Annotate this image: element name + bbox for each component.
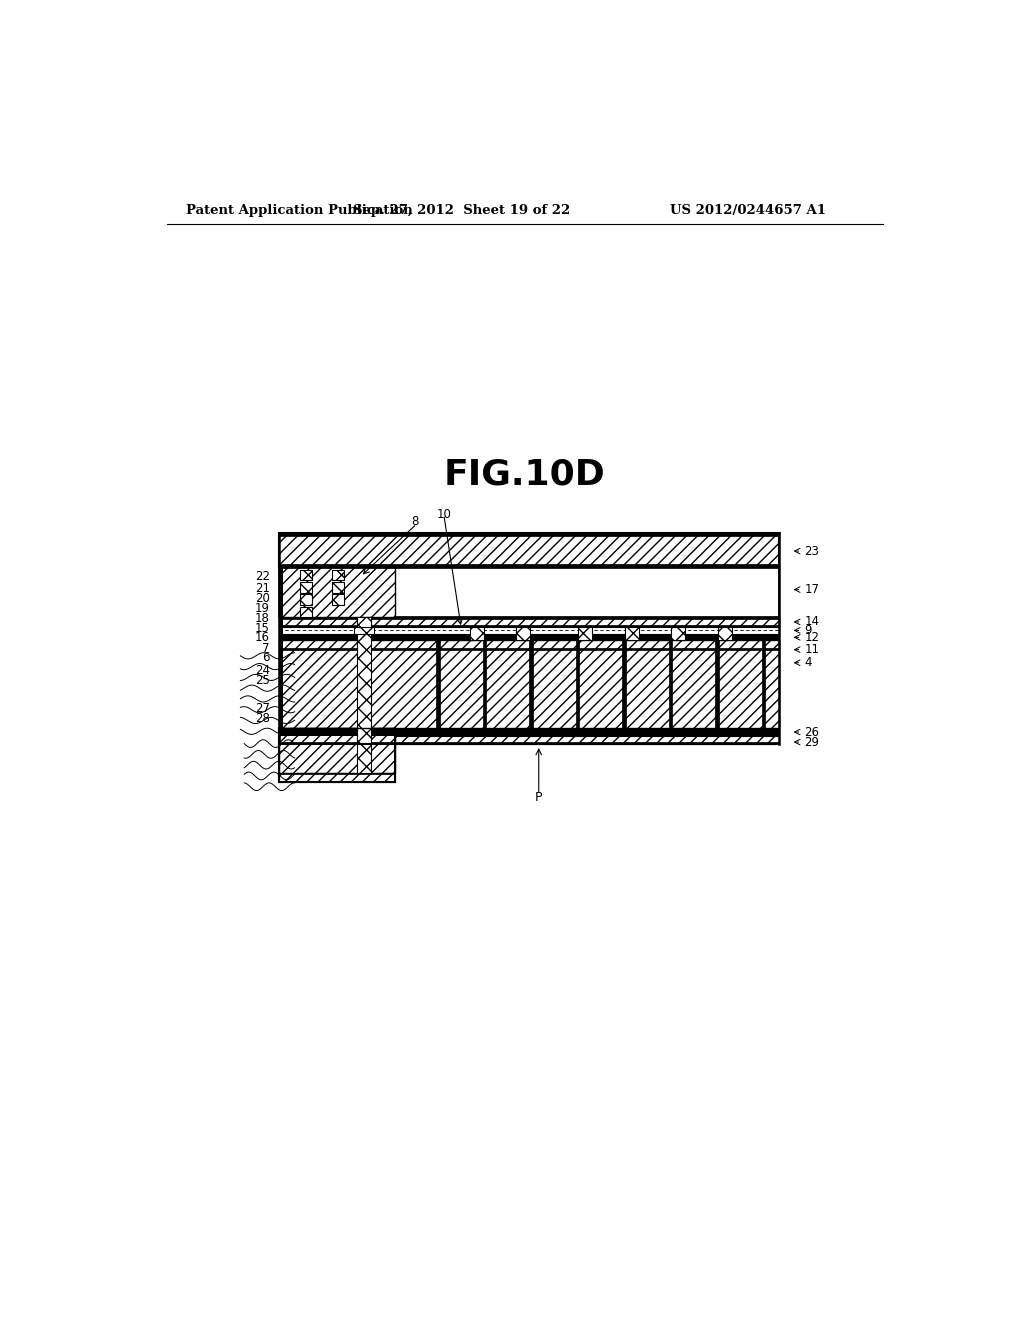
Text: 10: 10	[437, 508, 452, 520]
Bar	[332, 582, 344, 593]
Bar	[280, 729, 779, 737]
Bar	[280, 566, 779, 618]
Text: 18: 18	[255, 612, 270, 626]
Text: 8: 8	[411, 515, 419, 528]
Bar	[300, 594, 312, 605]
Bar	[718, 627, 732, 640]
Bar	[280, 564, 779, 566]
Bar	[300, 570, 312, 581]
Text: 23: 23	[805, 545, 819, 557]
Text: 24: 24	[255, 664, 270, 677]
Text: 19: 19	[255, 602, 270, 615]
Text: Patent Application Publication: Patent Application Publication	[186, 205, 413, 218]
Bar	[280, 648, 779, 649]
Text: 6: 6	[262, 651, 270, 664]
Bar	[623, 640, 626, 729]
Bar	[300, 607, 312, 618]
Text: Sep. 27, 2012  Sheet 19 of 22: Sep. 27, 2012 Sheet 19 of 22	[352, 205, 570, 218]
Bar	[672, 627, 685, 640]
Bar	[280, 780, 395, 781]
Text: 22: 22	[255, 570, 270, 583]
Bar	[280, 635, 779, 640]
Text: 17: 17	[805, 583, 819, 597]
Bar	[332, 594, 344, 605]
Bar	[280, 729, 395, 774]
Bar	[280, 640, 779, 729]
Bar	[669, 640, 672, 729]
Bar	[280, 627, 779, 635]
Text: 20: 20	[255, 593, 270, 606]
Bar	[716, 640, 719, 729]
Text: 21: 21	[255, 582, 270, 594]
Bar	[529, 640, 532, 729]
Bar	[280, 618, 779, 619]
Bar	[579, 627, 592, 640]
Text: FIG.10D: FIG.10D	[444, 457, 605, 491]
Bar	[280, 618, 779, 627]
Bar	[280, 566, 395, 618]
Bar	[470, 627, 483, 640]
Text: 29: 29	[805, 735, 819, 748]
Bar	[575, 640, 579, 729]
Bar	[436, 640, 439, 729]
Text: US 2012/0244657 A1: US 2012/0244657 A1	[671, 205, 826, 218]
Text: 9: 9	[805, 624, 812, 638]
Text: P: P	[535, 791, 543, 804]
Bar	[280, 737, 779, 743]
Bar	[280, 566, 779, 569]
Bar	[483, 640, 486, 729]
Bar	[357, 618, 372, 774]
Bar	[280, 774, 395, 775]
Bar	[625, 627, 639, 640]
Bar	[762, 640, 765, 729]
Bar	[280, 566, 283, 729]
Bar	[280, 774, 395, 781]
Text: 14: 14	[805, 615, 819, 628]
Text: 7: 7	[262, 642, 270, 655]
Bar	[332, 570, 344, 581]
Text: 27: 27	[255, 702, 270, 715]
Bar	[516, 627, 530, 640]
Text: 26: 26	[805, 726, 819, 739]
Bar	[300, 582, 312, 593]
Text: 16: 16	[255, 631, 270, 644]
Text: 11: 11	[805, 643, 819, 656]
Bar	[354, 627, 375, 635]
Text: 4: 4	[805, 656, 812, 669]
Bar	[280, 626, 779, 627]
Text: 15: 15	[255, 622, 270, 635]
Bar	[280, 533, 779, 566]
Text: 12: 12	[805, 631, 819, 644]
Text: 28: 28	[255, 713, 270, 726]
Text: 25: 25	[255, 675, 270, 686]
Bar	[280, 533, 779, 536]
Bar	[280, 742, 779, 743]
